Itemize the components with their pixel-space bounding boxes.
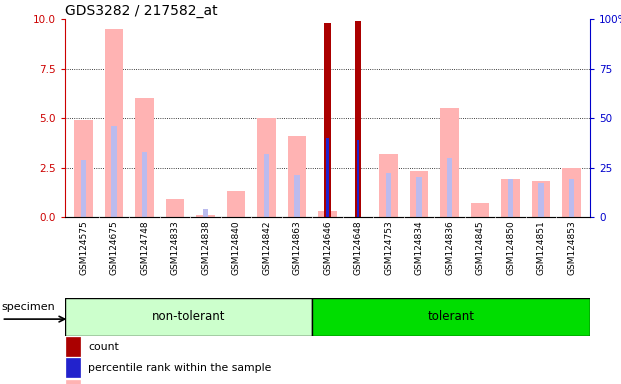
Bar: [319, 211, 337, 217]
Text: GSM124748: GSM124748: [140, 220, 149, 275]
Text: GSM124840: GSM124840: [232, 220, 240, 275]
Bar: [81, 160, 86, 217]
Bar: [508, 179, 514, 217]
Text: GSM124675: GSM124675: [109, 220, 119, 275]
Bar: [379, 154, 397, 217]
Bar: [410, 172, 428, 217]
Bar: [65, 298, 312, 336]
Text: tolerant: tolerant: [427, 310, 474, 323]
Text: percentile rank within the sample: percentile rank within the sample: [88, 362, 271, 373]
Text: non-tolerant: non-tolerant: [152, 310, 225, 323]
Text: specimen: specimen: [1, 302, 55, 312]
Bar: [532, 181, 550, 217]
Bar: [502, 179, 520, 217]
Text: GSM124646: GSM124646: [323, 220, 332, 275]
Bar: [569, 179, 574, 217]
Bar: [111, 126, 117, 217]
Bar: [355, 21, 361, 217]
Bar: [264, 154, 270, 217]
Bar: [327, 138, 329, 217]
Text: GSM124850: GSM124850: [506, 220, 515, 275]
Bar: [471, 203, 489, 217]
Text: GSM124836: GSM124836: [445, 220, 454, 275]
Bar: [386, 174, 391, 217]
Bar: [66, 379, 79, 384]
Bar: [142, 152, 147, 217]
Text: GSM124853: GSM124853: [567, 220, 576, 275]
Text: GSM124834: GSM124834: [415, 220, 424, 275]
Text: GSM124842: GSM124842: [262, 220, 271, 275]
Bar: [312, 298, 590, 336]
Bar: [416, 177, 422, 217]
Bar: [357, 140, 359, 217]
Text: GSM124753: GSM124753: [384, 220, 393, 275]
Text: GSM124863: GSM124863: [292, 220, 302, 275]
Bar: [563, 167, 581, 217]
Bar: [447, 158, 452, 217]
Text: GDS3282 / 217582_at: GDS3282 / 217582_at: [65, 4, 218, 18]
Text: GSM124575: GSM124575: [79, 220, 88, 275]
Text: count: count: [88, 341, 119, 352]
Text: GSM124833: GSM124833: [171, 220, 179, 275]
Bar: [440, 108, 459, 217]
Bar: [288, 136, 306, 217]
Bar: [324, 23, 331, 217]
Bar: [227, 191, 245, 217]
Bar: [75, 120, 93, 217]
Bar: [105, 29, 123, 217]
Bar: [66, 337, 79, 356]
Bar: [166, 199, 184, 217]
Text: GSM124845: GSM124845: [476, 220, 484, 275]
Bar: [203, 209, 208, 217]
Bar: [135, 98, 153, 217]
Text: GSM124851: GSM124851: [537, 220, 546, 275]
Bar: [66, 358, 79, 377]
Text: GSM124838: GSM124838: [201, 220, 210, 275]
Text: GSM124648: GSM124648: [353, 220, 363, 275]
Bar: [196, 215, 215, 217]
Bar: [258, 118, 276, 217]
Bar: [294, 175, 300, 217]
Bar: [538, 183, 544, 217]
